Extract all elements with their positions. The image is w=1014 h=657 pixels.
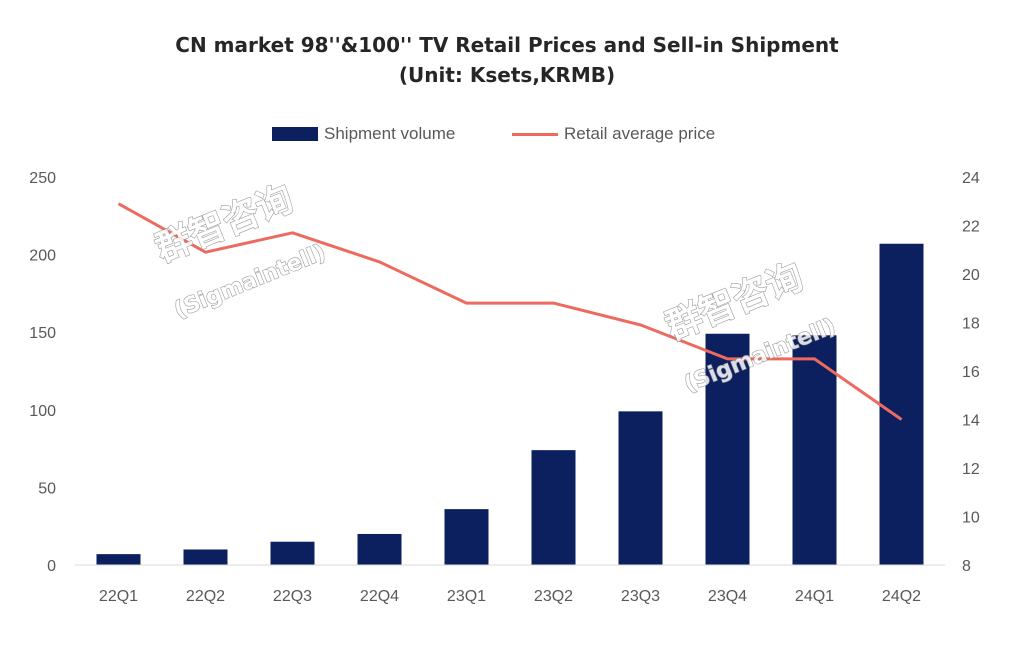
legend-label-shipment: Shipment volume <box>324 124 456 143</box>
y-right-tick-label: 20 <box>962 267 980 284</box>
chart-title-line1: CN market 98''&100'' TV Retail Prices an… <box>175 33 839 57</box>
x-tick-label: 22Q4 <box>360 588 399 605</box>
chart-legend: Shipment volume Retail average price <box>0 124 1014 146</box>
y-right-tick-label: 22 <box>962 219 980 236</box>
y-left-tick-label: 0 <box>47 558 56 575</box>
price-line <box>117 202 903 421</box>
x-tick-label: 23Q1 <box>447 588 486 605</box>
y-right-tick-label: 8 <box>962 558 971 575</box>
x-tick-label: 23Q3 <box>621 588 660 605</box>
legend-swatch-line <box>512 132 558 136</box>
y-right-tick-label: 16 <box>962 364 980 381</box>
y-right-tick-label: 10 <box>962 510 980 527</box>
bar-22Q4 <box>357 533 402 565</box>
legend-label-price: Retail average price <box>564 124 716 143</box>
bar-23Q3 <box>618 411 663 565</box>
x-tick-label: 23Q2 <box>534 588 573 605</box>
y-right-tick-label: 18 <box>962 316 980 333</box>
y-right-tick-label: 12 <box>962 461 980 478</box>
y-left-tick-label: 100 <box>29 403 56 420</box>
y-right-tick-label: 14 <box>962 413 980 430</box>
y-left-tick-label: 200 <box>29 248 56 265</box>
bar-24Q1 <box>792 335 837 565</box>
bar-22Q2 <box>183 549 228 565</box>
bar-23Q1 <box>444 509 489 565</box>
bar-23Q4 <box>705 333 750 565</box>
bar-22Q1 <box>96 554 141 565</box>
x-tick-label: 22Q2 <box>186 588 225 605</box>
x-tick-label: 24Q1 <box>795 588 834 605</box>
legend-item-price: Retail average price <box>512 124 715 144</box>
x-tick-label: 22Q3 <box>273 588 312 605</box>
chart-title-line2: (Unit: Ksets,KRMB) <box>398 63 616 87</box>
bar-23Q2 <box>531 450 576 565</box>
bar-24Q2 <box>879 243 924 565</box>
bar-22Q3 <box>270 541 315 565</box>
x-tick-label: 22Q1 <box>99 588 138 605</box>
chart-title: CN market 98''&100'' TV Retail Prices an… <box>0 30 1014 90</box>
legend-swatch-bar <box>272 127 318 141</box>
x-tick-label: 24Q2 <box>882 588 921 605</box>
watermark-cn-1: 群智咨询 <box>150 178 299 270</box>
y-right-tick-label: 24 <box>962 170 980 187</box>
legend-item-shipment: Shipment volume <box>272 124 455 144</box>
y-left-tick-label: 150 <box>29 325 56 342</box>
y-left-tick-label: 250 <box>29 170 56 187</box>
x-tick-label: 23Q4 <box>708 588 747 605</box>
y-left-tick-label: 50 <box>38 480 56 497</box>
